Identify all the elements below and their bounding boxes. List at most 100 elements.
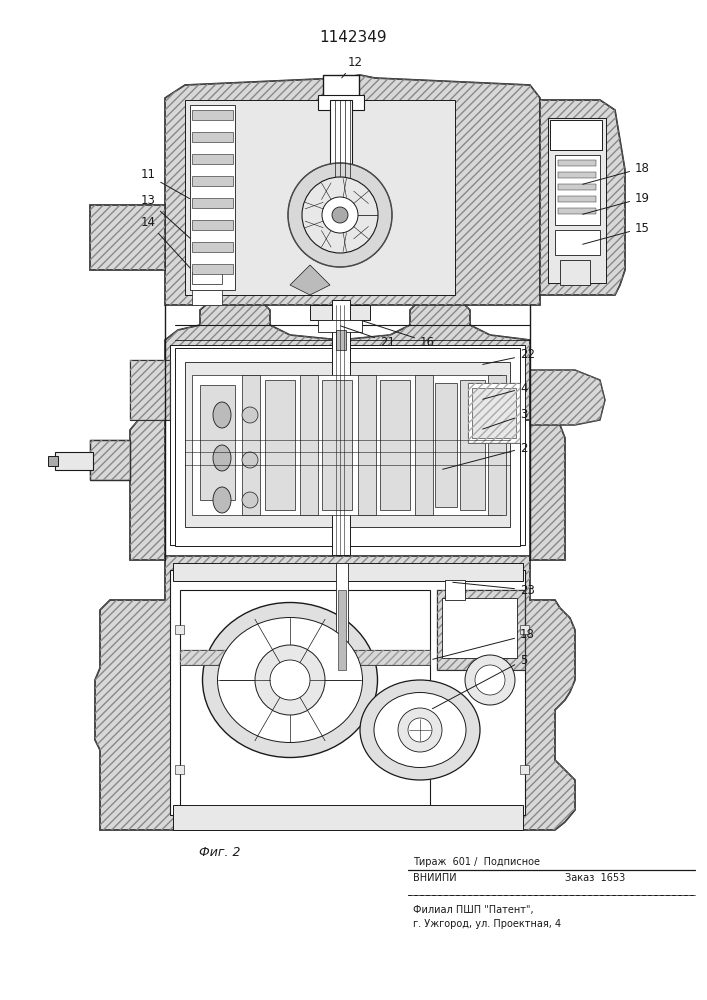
Bar [558,184,596,190]
Circle shape [475,665,505,695]
Bar [338,590,346,670]
Ellipse shape [213,402,231,428]
Bar [130,360,170,420]
Bar [358,375,376,515]
Bar [192,110,233,120]
Bar [468,383,520,443]
Bar [472,388,516,438]
Text: 14: 14 [141,216,190,268]
Bar [322,380,352,510]
Text: 15: 15 [583,222,650,244]
Text: 5: 5 [433,654,527,709]
Circle shape [270,660,310,700]
Bar [192,132,233,142]
Bar [558,160,596,166]
Bar [170,570,525,815]
Circle shape [288,163,392,267]
Bar [558,196,596,202]
Text: 2: 2 [443,442,527,469]
Bar [192,242,233,252]
Text: 3: 3 [483,408,527,429]
Text: 21: 21 [341,326,395,349]
Bar [173,805,523,830]
Polygon shape [95,556,575,830]
Text: г. Ужгород, ул. Проектная, 4: г. Ужгород, ул. Проектная, 4 [413,919,561,929]
Bar [442,598,517,658]
Bar [242,375,260,515]
Circle shape [255,645,325,715]
Circle shape [242,492,258,508]
Bar [318,320,362,332]
Bar [185,362,510,527]
Text: 1142349: 1142349 [319,30,387,45]
Text: 22: 22 [483,349,535,364]
Text: 19: 19 [583,192,650,214]
Text: Фиг. 2: Фиг. 2 [199,846,241,859]
Bar [435,383,457,507]
Polygon shape [130,300,565,560]
Bar [175,765,184,774]
Bar [175,348,520,546]
Ellipse shape [360,680,480,780]
Bar [310,305,370,320]
Circle shape [465,655,515,705]
Bar [445,580,465,600]
Bar [437,590,525,670]
Ellipse shape [213,487,231,513]
Bar [173,563,523,581]
Circle shape [302,177,378,253]
Bar [192,375,502,515]
Bar [558,172,596,178]
Bar [437,590,525,670]
Bar [48,456,58,466]
Circle shape [332,207,348,223]
Bar [192,272,222,284]
Polygon shape [540,100,625,295]
Bar [180,650,430,665]
Polygon shape [90,205,165,270]
Polygon shape [90,440,130,480]
Bar [558,208,596,214]
Text: Заказ  1653: Заказ 1653 [565,873,625,883]
Text: 4: 4 [483,381,527,399]
Bar [55,452,93,470]
Bar [555,230,600,255]
Ellipse shape [218,617,363,742]
Bar [332,300,350,555]
Bar [175,625,184,634]
Polygon shape [165,75,540,305]
Bar [336,563,348,663]
Bar [520,765,529,774]
Bar [560,260,590,285]
Bar [192,154,233,164]
Bar [192,198,233,208]
Bar [180,650,430,665]
Text: 23: 23 [452,582,535,596]
Bar [488,375,506,515]
Bar [265,380,295,510]
Circle shape [398,708,442,752]
Bar [192,264,233,274]
Bar [380,380,410,510]
Text: Филиал ПШП "Патент",: Филиал ПШП "Патент", [413,905,534,915]
Bar [300,375,318,515]
Ellipse shape [374,692,466,768]
Bar [555,155,600,225]
Circle shape [242,407,258,423]
Bar [460,380,485,510]
Bar [190,105,235,290]
Bar [200,385,235,500]
Bar [468,383,520,443]
Bar [130,360,170,420]
Polygon shape [290,265,330,295]
Polygon shape [530,370,605,425]
Ellipse shape [202,602,378,758]
Bar [192,220,233,230]
Bar [336,330,346,350]
Text: 12: 12 [341,55,363,78]
Bar [192,176,233,186]
Text: 11: 11 [141,168,189,199]
Bar [332,300,350,350]
Text: Тираж  601 /  Подписное: Тираж 601 / Подписное [413,857,540,867]
Bar [180,590,430,810]
